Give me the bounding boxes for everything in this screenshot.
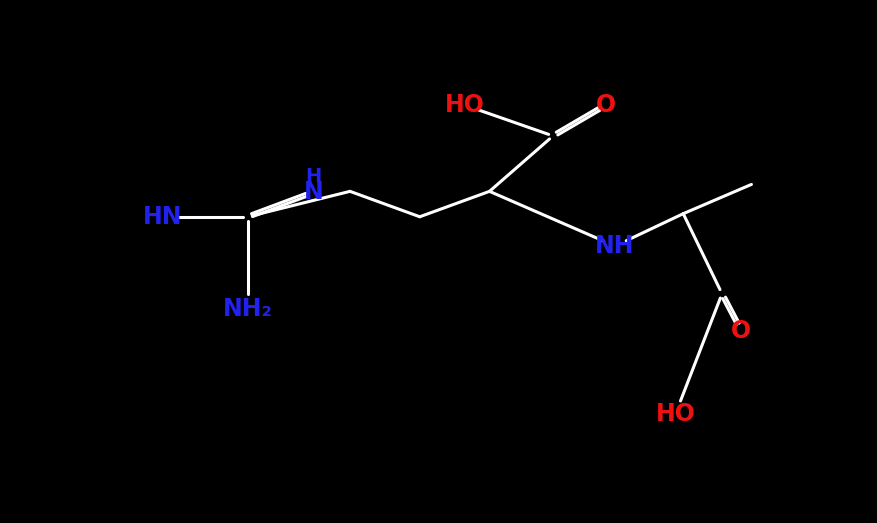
Text: O: O <box>731 319 751 343</box>
Text: HO: HO <box>655 402 695 426</box>
Text: O: O <box>595 93 615 117</box>
Text: N: N <box>303 180 323 204</box>
Text: NH₂: NH₂ <box>223 297 273 321</box>
Text: HO: HO <box>445 93 484 117</box>
Text: H: H <box>305 167 321 186</box>
Text: NH: NH <box>595 234 634 258</box>
Text: HN: HN <box>143 205 182 229</box>
